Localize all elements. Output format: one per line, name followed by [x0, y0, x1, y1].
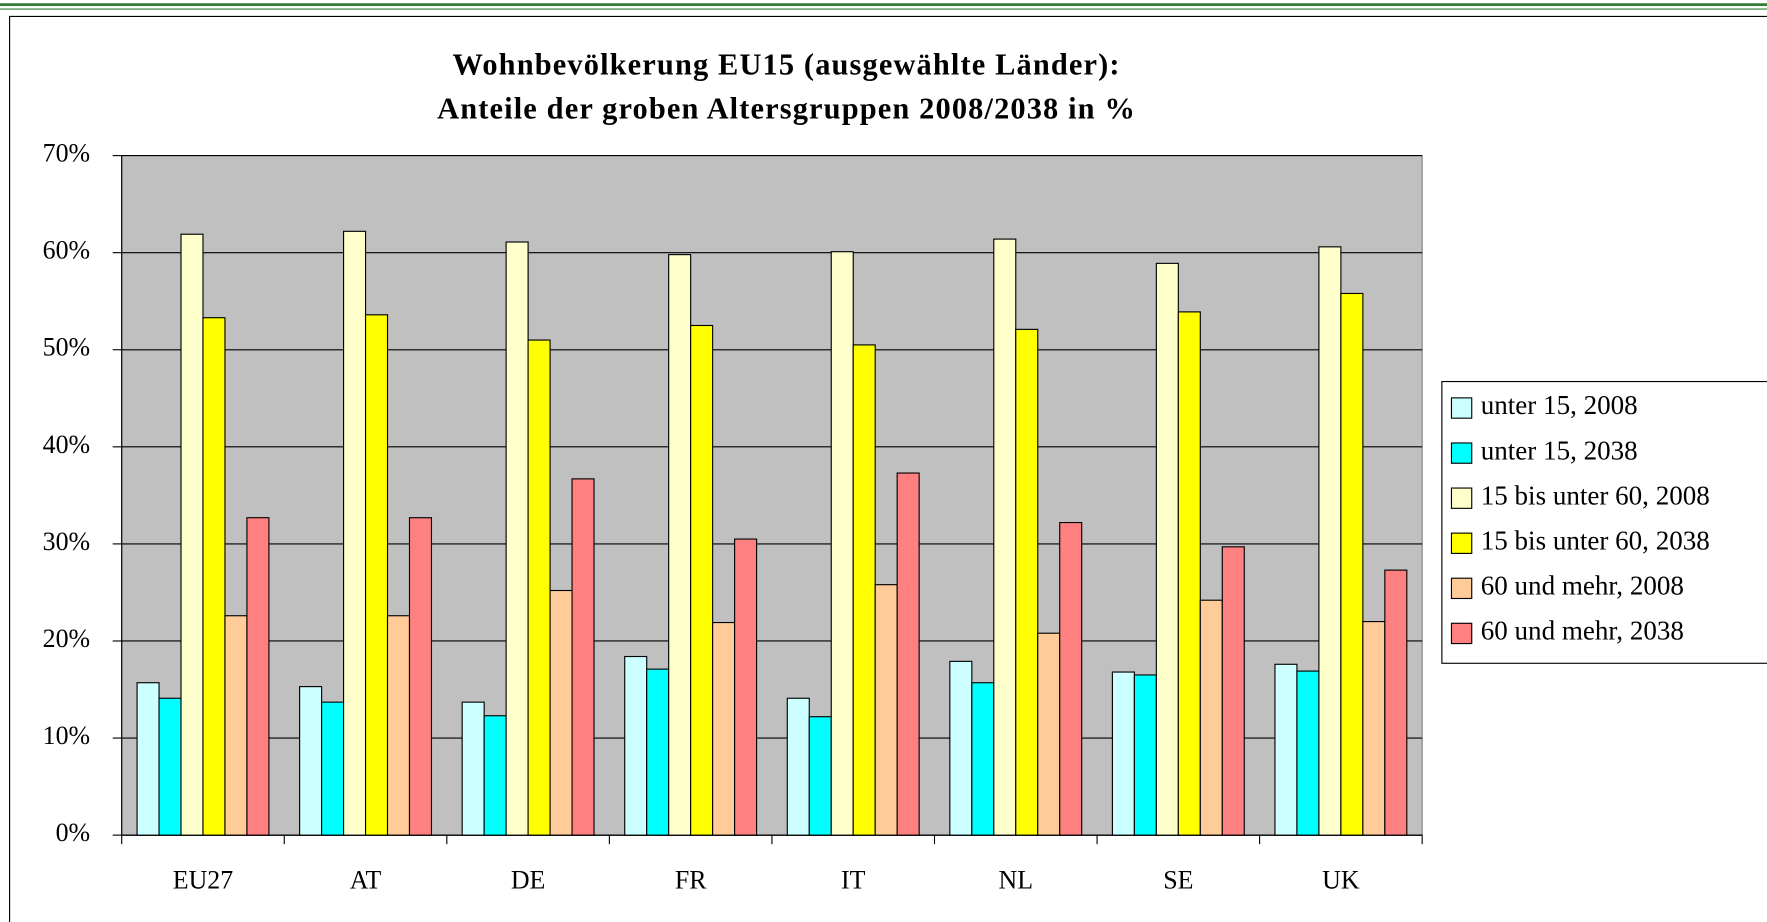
bar — [386, 615, 411, 836]
bar — [993, 238, 1017, 836]
bar — [1111, 671, 1135, 836]
bar — [1059, 521, 1083, 836]
bar — [1318, 246, 1342, 836]
bar — [624, 655, 648, 836]
bar — [668, 254, 692, 836]
x-tick-label: EU27 — [173, 865, 233, 894]
y-tick-label: 0% — [56, 818, 91, 847]
bar — [971, 682, 995, 836]
bar — [505, 241, 529, 836]
bar — [874, 584, 898, 836]
bar — [483, 715, 507, 836]
x-tick-label: UK — [1322, 865, 1360, 894]
bar — [852, 344, 876, 836]
bar — [1362, 621, 1386, 836]
bar — [158, 697, 182, 836]
bar — [1221, 546, 1245, 836]
bar — [136, 682, 160, 836]
legend-box — [1441, 380, 1767, 664]
bar — [786, 697, 810, 836]
legend-swatch — [1450, 442, 1473, 464]
bar — [527, 339, 551, 836]
x-tick-label: SE — [1163, 865, 1193, 894]
y-tick-label: 60% — [43, 236, 91, 265]
bar — [949, 660, 973, 836]
bar — [408, 517, 433, 836]
y-tick-label: 10% — [43, 721, 91, 750]
bar — [1199, 599, 1223, 836]
legend-label: 15 bis unter 60, 2008 — [1481, 480, 1710, 510]
bar — [343, 230, 367, 836]
bar — [1133, 674, 1157, 836]
bar — [690, 324, 714, 836]
legend-swatch — [1450, 397, 1473, 419]
legend-label: 60 und mehr, 2038 — [1481, 616, 1684, 646]
chart-title: Anteile der groben Altersgruppen 2008/20… — [437, 92, 1136, 126]
legend-swatch — [1450, 487, 1473, 509]
bar — [299, 686, 323, 836]
legend-label: 15 bis unter 60, 2038 — [1481, 525, 1710, 555]
bar — [1296, 670, 1320, 836]
legend-label: unter 15, 2008 — [1481, 390, 1638, 420]
x-tick-label: DE — [511, 865, 546, 894]
legend-swatch — [1450, 622, 1473, 645]
bar — [1274, 663, 1298, 836]
bar — [896, 472, 920, 836]
bar — [734, 538, 758, 836]
bar — [646, 668, 670, 836]
bar — [1177, 311, 1201, 836]
y-tick-label: 70% — [43, 139, 91, 168]
bar — [1155, 262, 1179, 836]
bar — [712, 621, 736, 836]
y-tick-label: 20% — [43, 624, 91, 653]
x-tick-label: AT — [350, 865, 382, 894]
bar — [364, 314, 389, 836]
bar — [571, 478, 595, 836]
bar — [180, 233, 204, 836]
bar — [321, 701, 345, 836]
y-tick-label: 30% — [43, 527, 91, 556]
y-tick-label: 50% — [43, 333, 91, 362]
legend-label: unter 15, 2038 — [1481, 435, 1638, 465]
x-tick-label: IT — [841, 865, 866, 894]
y-tick-label: 40% — [43, 430, 91, 459]
legend-swatch — [1450, 532, 1473, 554]
bar — [549, 589, 573, 836]
bar — [808, 716, 832, 836]
bar — [224, 615, 248, 836]
legend-swatch — [1450, 577, 1473, 600]
bar — [202, 317, 226, 836]
x-tick-label: FR — [675, 865, 707, 894]
bar — [461, 701, 485, 836]
chart-title: Wohnbevölkerung EU15 (ausgewählte Länder… — [452, 48, 1120, 82]
bar — [830, 251, 854, 836]
bar — [1340, 292, 1364, 836]
bar — [1037, 632, 1061, 836]
x-tick-label: NL — [998, 865, 1033, 894]
bar — [1384, 569, 1408, 836]
legend-label: 60 und mehr, 2008 — [1481, 571, 1684, 601]
bar — [246, 517, 270, 836]
bar — [1015, 328, 1039, 836]
